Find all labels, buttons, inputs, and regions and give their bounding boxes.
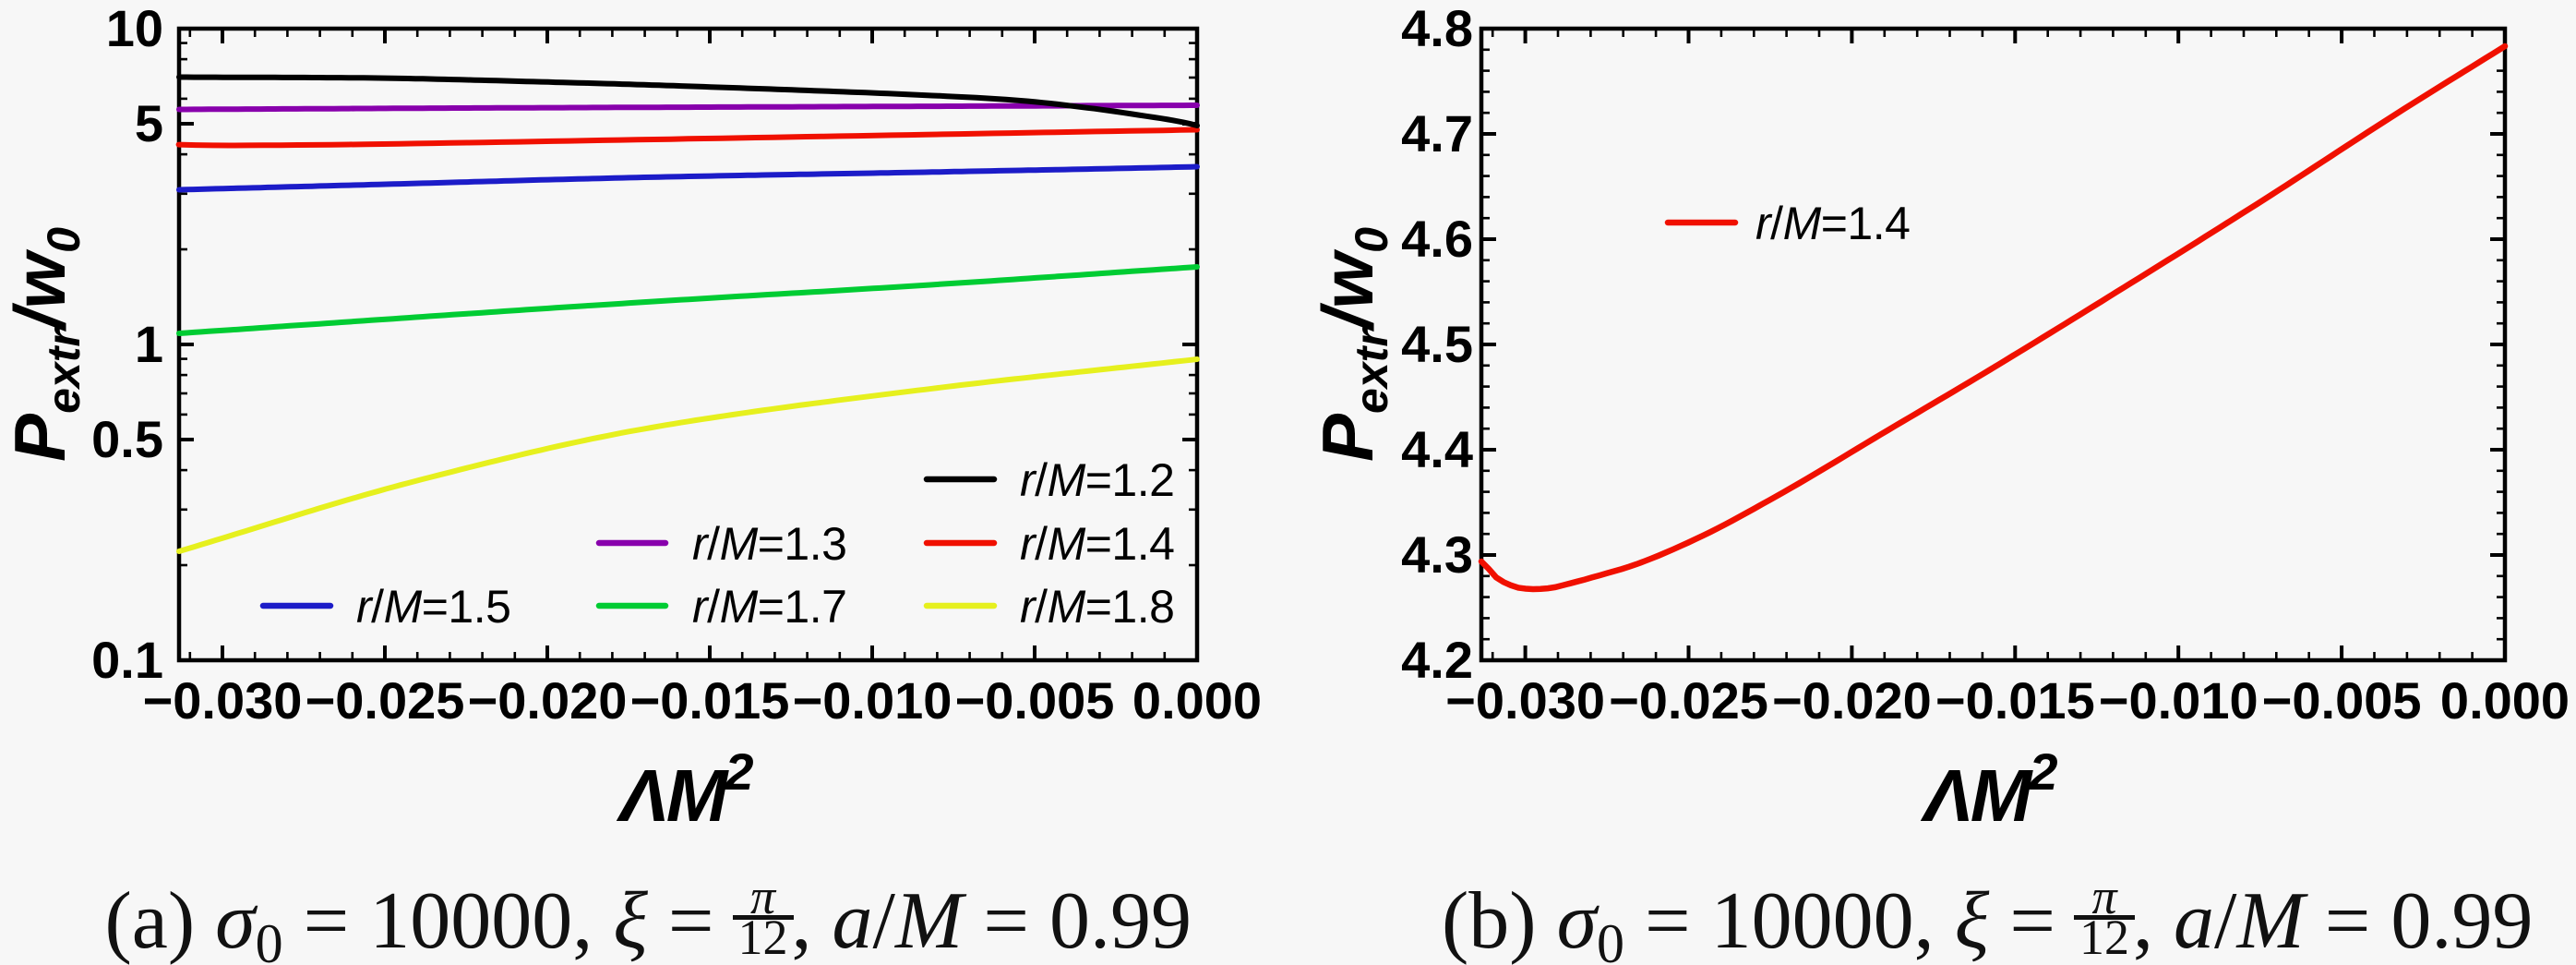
svg-text:0.000: 0.000 [2440,671,2570,730]
svg-text:−0.010: −0.010 [2099,671,2258,730]
svg-text:5: 5 [135,94,163,152]
svg-text:4.6: 4.6 [1401,210,1473,268]
svg-text:−0.030: −0.030 [1445,671,1605,730]
svg-text:r/M=1.8: r/M=1.8 [1020,581,1174,633]
svg-text:r/M=1.4: r/M=1.4 [1755,198,1910,249]
svg-text:4.3: 4.3 [1401,525,1473,584]
svg-text:r/M=1.7: r/M=1.7 [692,581,846,633]
svg-text:−0.010: −0.010 [793,671,953,730]
svg-text:0.000: 0.000 [1132,671,1262,730]
svg-text:r/M=1.4: r/M=1.4 [1020,518,1174,570]
svg-text:−0.015: −0.015 [1935,671,2095,730]
svg-text:Pextr/w0: Pextr/w0 [1307,227,1397,462]
svg-text:−0.020: −0.020 [468,671,628,730]
svg-text:4.8: 4.8 [1401,0,1473,57]
svg-text:−0.020: −0.020 [1772,671,1932,730]
svg-text:r/M=1.3: r/M=1.3 [692,518,846,570]
svg-text:r/M=1.5: r/M=1.5 [356,581,510,633]
svg-text:4.5: 4.5 [1401,315,1473,373]
svg-text:−0.005: −0.005 [955,671,1115,730]
svg-text:−0.015: −0.015 [630,671,790,730]
svg-text:−0.005: −0.005 [2262,671,2422,730]
svg-text:10: 10 [106,0,163,57]
svg-text:4.2: 4.2 [1401,631,1473,689]
svg-text:4.7: 4.7 [1401,104,1473,163]
svg-text:−0.025: −0.025 [306,671,465,730]
svg-text:−0.025: −0.025 [1609,671,1768,730]
svg-text:−0.030: −0.030 [143,671,303,730]
svg-text:4.4: 4.4 [1401,420,1473,478]
svg-text:r/M=1.2: r/M=1.2 [1020,454,1174,506]
svg-text:0.1: 0.1 [91,631,163,689]
svg-text:0.5: 0.5 [91,410,163,468]
svg-text:1: 1 [135,315,163,373]
